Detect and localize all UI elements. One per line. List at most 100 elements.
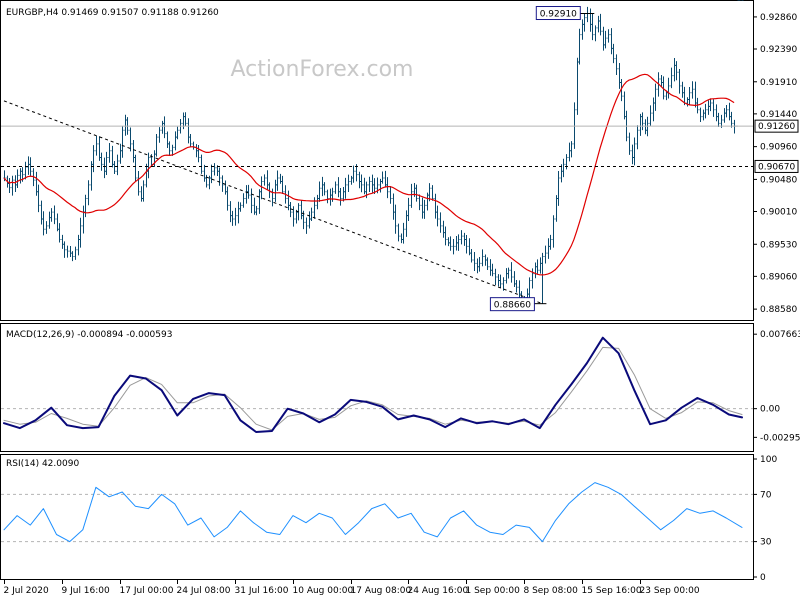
ohlc-bar (502, 277, 505, 291)
ohlc-bar (208, 175, 211, 190)
rsi-lines (1, 482, 753, 543)
macd-lines (1, 336, 753, 433)
ohlc-bar (392, 193, 395, 220)
ohlc-bar (281, 175, 284, 194)
ohlc-bar (449, 236, 452, 251)
ohlc-bar (360, 174, 363, 193)
ohlc-bar (612, 43, 615, 64)
ohlc-bar (197, 145, 200, 163)
ohlc-bar (549, 234, 552, 250)
ohlc-bar (19, 168, 22, 184)
macd-axis-label: 0.007663 (760, 330, 800, 340)
macd-panel-frame (0, 323, 754, 452)
ohlc-bar (728, 102, 731, 121)
moving-average (3, 73, 735, 276)
ohlc-bar (295, 209, 298, 224)
level-line-box (754, 159, 799, 173)
ohlc-bar (576, 57, 579, 115)
ohlc-bar (379, 178, 382, 193)
ohlc-bar (410, 183, 413, 208)
ohlc-bar (113, 161, 116, 174)
ohlc-bar (147, 152, 150, 179)
price-bars (3, 0, 744, 310)
ohlc-bar (573, 102, 576, 149)
ohlc-bar (555, 195, 558, 222)
ohlc-bar (129, 127, 132, 152)
macd-line (3, 336, 743, 433)
ohlc-bar (610, 28, 613, 55)
ohlc-bar (77, 234, 80, 256)
ohlc-bar (541, 252, 544, 304)
ohlc-bar (300, 200, 303, 220)
ohlc-bar (400, 233, 403, 244)
ohlc-bar (337, 177, 340, 198)
ohlc-bar (415, 184, 418, 202)
ohlc-bar (368, 176, 371, 193)
price-header: EURGBP,H4 0.91469 0.91507 0.91188 0.9126… (6, 8, 219, 18)
ohlc-bar (583, 13, 586, 32)
ohlc-bar (16, 169, 19, 189)
ohlc-bar (562, 158, 565, 178)
ohlc-bar (132, 140, 135, 163)
ohlc-bar (578, 28, 581, 65)
ohlc-bar (660, 75, 663, 87)
ohlc-bar (168, 141, 171, 156)
ohlc-bar (675, 61, 678, 81)
ohlc-bar (426, 192, 429, 211)
ohlc-bar (234, 207, 237, 226)
ohlc-bar (87, 180, 90, 206)
price-reference-lines: 0.91260 0.90670 (1, 100, 799, 305)
ohlc-bar (163, 116, 166, 139)
ohlc-bar (95, 135, 98, 156)
ohlc-bar (444, 226, 447, 246)
ohlc-bar (599, 13, 602, 36)
ohlc-bar (27, 156, 30, 175)
ohlc-bar (108, 142, 111, 163)
rsi-panel: RSI(14) 42.0090 (0, 454, 754, 580)
ohlc-bar (539, 257, 542, 274)
ohlc-bar (405, 210, 408, 237)
ohlc-bar (142, 180, 145, 202)
ohlc-bar (263, 174, 266, 186)
ohlc-bar (465, 235, 468, 254)
ohlc-bar (552, 215, 555, 248)
current-price-box (754, 119, 799, 133)
ohlc-bar (352, 165, 355, 183)
ohlc-bar (92, 145, 95, 173)
ohlc-bar (316, 194, 319, 210)
price-axis-label: 0.91910 (760, 78, 797, 88)
rsi-header: RSI(14) 42.0090 (6, 459, 79, 469)
ohlc-bar (591, 13, 594, 41)
ohlc-bar (486, 257, 489, 270)
ohlc-bar (662, 76, 665, 100)
ohlc-bar (618, 63, 621, 89)
rsi-axis-label: 30 (760, 538, 772, 548)
price-panel: ActionForex.com EURGBP,H4 0.91469 0.9150… (0, 0, 799, 321)
rsi-axis-label: 70 (760, 490, 772, 500)
ohlc-bar (497, 274, 500, 287)
ohlc-bar (189, 133, 192, 148)
ohlc-bar (560, 164, 563, 183)
ohlc-bar (63, 241, 66, 258)
price-axis-label: 0.89060 (760, 272, 797, 282)
time-axis-label: 1 Sep 00:00 (466, 586, 521, 596)
ohlc-bar (318, 181, 321, 202)
ohlc-bar (210, 164, 213, 184)
ohlc-bar (515, 279, 518, 293)
time-axis-label: 2 Jul 2020 (4, 586, 49, 596)
ohlc-bar (478, 257, 481, 272)
ohlc-bar (161, 120, 164, 134)
ohlc-bar (654, 83, 657, 111)
ohlc-bar (174, 131, 177, 151)
time-axis-label: 31 Jul 16:00 (235, 586, 289, 596)
ohlc-bar (720, 114, 723, 128)
ohlc-bar (473, 251, 476, 271)
ohlc-bar (326, 189, 329, 204)
low-marker-box (489, 297, 535, 312)
moving-average-line (3, 73, 735, 276)
ohlc-bar (334, 181, 337, 194)
ohlc-bar (237, 201, 240, 224)
ohlc-bar (373, 178, 376, 195)
ohlc-bar (597, 15, 600, 33)
price-panel-frame (0, 0, 754, 321)
